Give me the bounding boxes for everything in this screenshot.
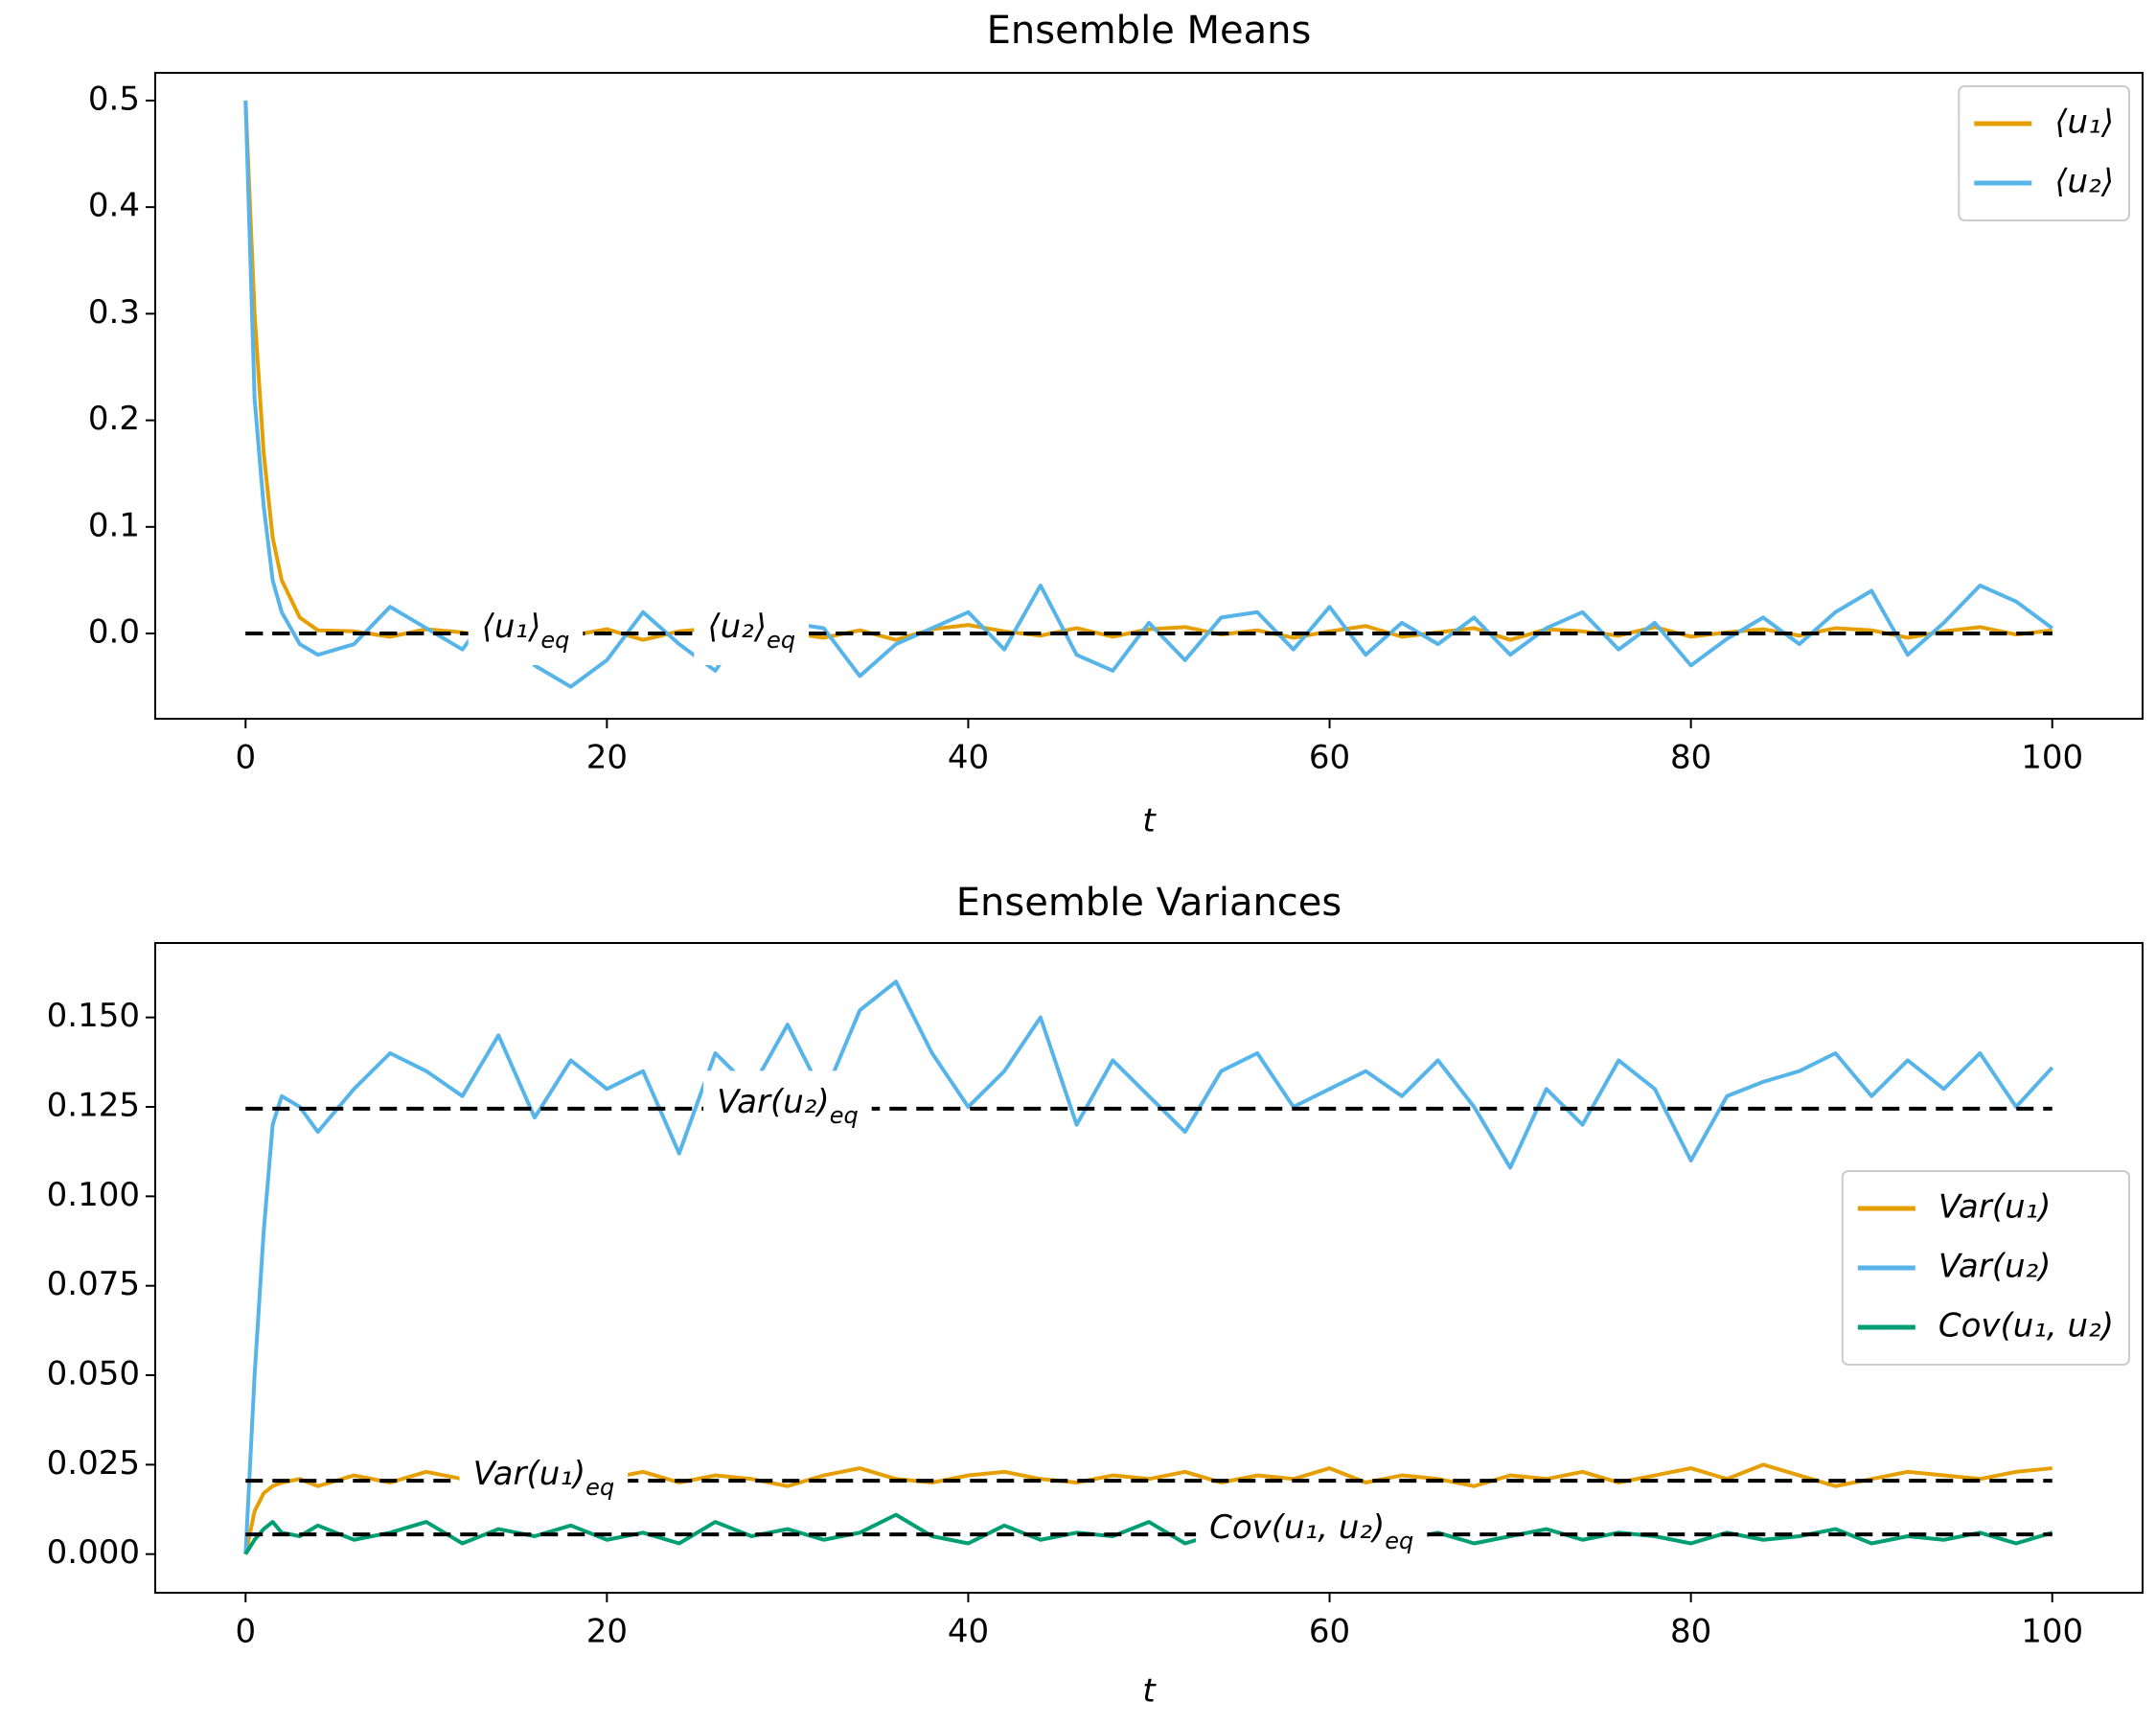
- axes-frame: [154, 72, 2144, 720]
- chart-title: Ensemble Variances: [956, 881, 1342, 925]
- series-line: [243, 979, 2054, 1554]
- legend-label: Var(u₁): [1938, 1188, 2052, 1227]
- axes-frame: [154, 942, 2144, 1594]
- y-tick-label: 0.3: [88, 293, 140, 332]
- y-tick-label: 0.125: [47, 1086, 140, 1124]
- y-tick-label: 0.150: [47, 997, 140, 1035]
- annotation-text: Var(u₁): [473, 1455, 586, 1493]
- annotation-text: ⟨u₁⟩: [482, 608, 541, 646]
- y-tick-label: 0.1: [88, 506, 140, 544]
- annotation-text: Var(u₂): [717, 1082, 830, 1120]
- x-tick-label: 20: [586, 1613, 628, 1651]
- y-tick-label: 0.025: [47, 1444, 140, 1483]
- annotation-box: [1196, 1496, 1428, 1567]
- x-tick-label: 20: [586, 739, 628, 777]
- annotation: Var(u₂)eq: [717, 1082, 859, 1129]
- x-tick-label: 60: [1309, 739, 1350, 777]
- series-line: [243, 100, 2053, 642]
- annotation-sub: eq: [830, 1102, 859, 1129]
- annotation-sub: eq: [767, 627, 795, 654]
- y-tick-label: 0.4: [88, 187, 140, 225]
- y-tick-label: 0.100: [47, 1176, 140, 1214]
- annotation-box: [703, 1070, 872, 1140]
- annotation: ⟨u₁⟩eq: [482, 608, 570, 655]
- y-tick-label: 0.075: [47, 1265, 140, 1303]
- annotation-text: ⟨u₂⟩: [707, 608, 767, 646]
- y-tick-label: 0.0: [88, 613, 140, 652]
- annotation-text: Cov(u₁, u₂): [1209, 1508, 1385, 1547]
- annotation: Var(u₁)eq: [473, 1455, 615, 1502]
- x-tick-label: 0: [235, 1613, 256, 1651]
- x-tick-label: 40: [948, 739, 989, 777]
- x-tick-label: 60: [1309, 1613, 1350, 1651]
- annotation-sub: eq: [540, 627, 569, 654]
- y-tick-label: 0.2: [88, 400, 140, 438]
- legend-box: [1841, 1170, 2130, 1366]
- annotation-box: [694, 595, 810, 666]
- legend: ⟨u₁⟩ ⟨u₂⟩: [1958, 85, 2130, 221]
- legend-label: ⟨u₁⟩: [2054, 104, 2114, 142]
- annotation-sub: eq: [1385, 1528, 1413, 1554]
- annotation: ⟨u₂⟩eq: [707, 608, 795, 655]
- x-axis-label: t: [1142, 1672, 1157, 1711]
- annotation-box: [468, 595, 584, 666]
- legend: Var(u₁) Var(u₂) Cov(u₁, u₂): [1841, 1170, 2130, 1366]
- legend-label: Var(u₂): [1938, 1248, 2052, 1286]
- x-tick-label: 0: [235, 739, 256, 777]
- legend-box: [1958, 85, 2130, 221]
- x-tick-label: 100: [2021, 739, 2083, 777]
- series-line: [243, 100, 2053, 689]
- legend-label: ⟨u₂⟩: [2054, 163, 2114, 201]
- x-axis-label: t: [1142, 802, 1157, 840]
- annotation-sub: eq: [585, 1474, 614, 1501]
- x-tick-label: 40: [948, 1613, 989, 1651]
- y-tick-label: 0.050: [47, 1355, 140, 1393]
- chart-title: Ensemble Means: [987, 9, 1312, 53]
- x-tick-label: 100: [2021, 1613, 2083, 1651]
- legend-label: Cov(u₁, u₂): [1938, 1307, 2114, 1346]
- y-tick-label: 0.000: [47, 1533, 140, 1572]
- y-tick-label: 0.5: [88, 80, 140, 118]
- annotation: Cov(u₁, u₂)eq: [1209, 1508, 1413, 1555]
- x-tick-label: 80: [1670, 1613, 1711, 1651]
- x-tick-label: 80: [1670, 739, 1711, 777]
- annotation-box: [459, 1442, 629, 1513]
